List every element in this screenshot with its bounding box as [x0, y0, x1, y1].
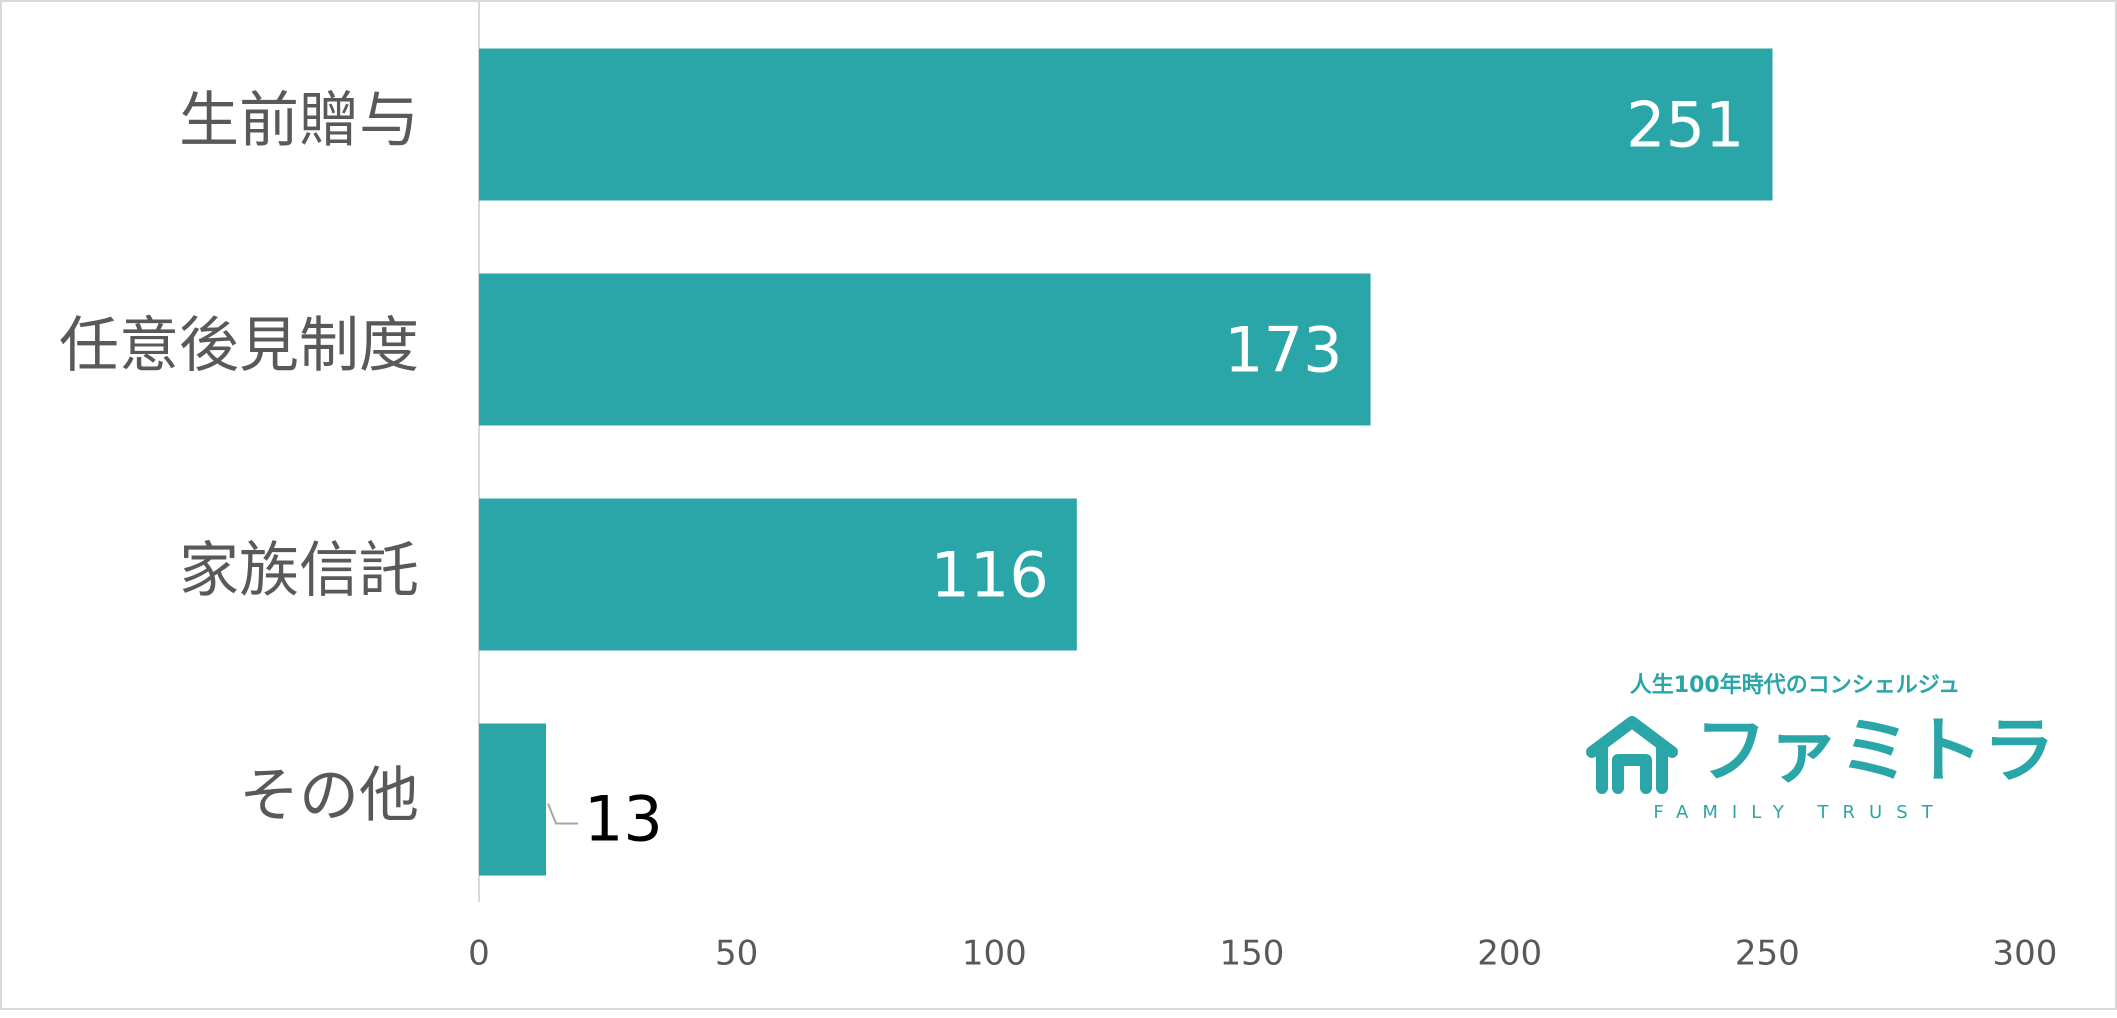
bar: [479, 498, 1077, 651]
bar: [479, 48, 1773, 201]
logo-subtitle: FAMILY TRUST: [1653, 802, 1946, 823]
leader-line: [547, 803, 578, 825]
logo-name: ファミトラ: [1695, 709, 2055, 793]
y-tick-label: その他: [239, 761, 419, 831]
x-tick-label: 100: [962, 934, 1027, 974]
bar: [479, 723, 546, 876]
value-label: 116: [930, 539, 1048, 612]
x-tick-label: 250: [1735, 934, 1800, 974]
x-tick-label: 50: [715, 934, 758, 974]
logo: 人生100年時代のコンシェルジュ ファミトラ FAMILY TRUST: [1586, 672, 2055, 823]
y-tick-label: 生前贈与: [179, 86, 419, 156]
y-tick-label: 任意後見制度: [59, 311, 419, 381]
value-label: 13: [584, 783, 663, 856]
logo-tagline: 人生100年時代のコンシェルジュ: [1630, 672, 1960, 698]
value-label: 251: [1626, 89, 1744, 162]
x-tick-label: 300: [1993, 934, 2058, 974]
logo-icon: [1586, 716, 1678, 794]
bar: [479, 273, 1371, 426]
value-label: 173: [1224, 314, 1342, 387]
x-tick-label: 200: [1477, 934, 1542, 974]
y-tick-label: 家族信託: [179, 536, 419, 606]
x-tick-label: 150: [1220, 934, 1285, 974]
x-tick-label: 0: [468, 934, 490, 974]
